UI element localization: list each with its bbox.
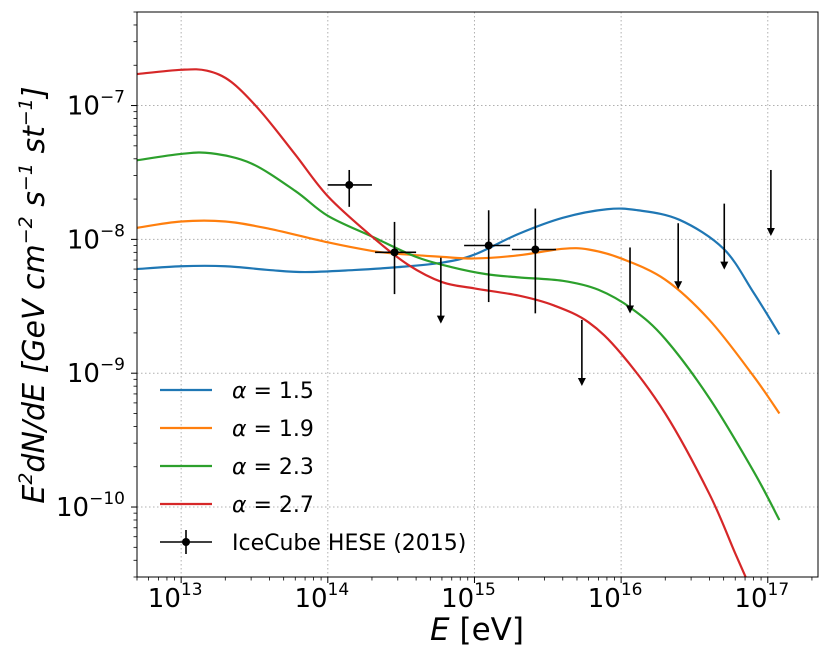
y-tick-label-exp-1: −8 bbox=[100, 221, 125, 241]
y-tick-label-base-2: 10 bbox=[67, 359, 100, 389]
series-line-3 bbox=[137, 151, 781, 521]
y-tick-label-3: 10−10 bbox=[56, 489, 125, 523]
plot-frame bbox=[136, 11, 819, 578]
y-tick-label-base-1: 10 bbox=[67, 225, 100, 255]
legend-label-3: α = 2.3 bbox=[232, 455, 314, 480]
y-label-cm-exp: −2 bbox=[15, 216, 37, 244]
data-marker-3 bbox=[484, 241, 493, 250]
upper-limit-arrowhead-4 bbox=[674, 281, 683, 290]
data-marker-4 bbox=[531, 245, 540, 254]
upper-limit-5 bbox=[720, 203, 729, 270]
icecube-point-3 bbox=[464, 210, 511, 303]
upper-limit-arrowhead-6 bbox=[766, 227, 775, 236]
legend-label-value-2: = 1.9 bbox=[247, 417, 314, 442]
upper-limit-3 bbox=[626, 247, 635, 314]
x-tick-label-exp-3: 16 bbox=[621, 580, 643, 600]
y-label-mid: dN/dE [GeV cm bbox=[17, 244, 52, 472]
y-label-st-exp: −1 bbox=[15, 98, 37, 126]
y-label-s-exp: −1 bbox=[15, 163, 37, 191]
icecube-data-layer bbox=[327, 169, 775, 386]
y-label-base: E bbox=[17, 485, 52, 504]
y-tick-label-0: 10−7 bbox=[67, 88, 125, 122]
upper-limit-arrowhead-3 bbox=[626, 305, 635, 314]
legend-label-symbol-3: α bbox=[232, 455, 247, 480]
icecube-point-4 bbox=[511, 208, 557, 314]
x-tick-label-3: 1016 bbox=[588, 580, 643, 614]
legend-label-symbol-1: α bbox=[232, 379, 247, 404]
y-tick-label-base-3: 10 bbox=[56, 493, 89, 523]
icecube-point-2 bbox=[375, 221, 417, 295]
y-axis-label: E2dN/dE [GeV cm−2 s−1 st−1] bbox=[15, 86, 52, 503]
x-tick-label-exp-0: 13 bbox=[181, 580, 203, 600]
x-tick-label-base-0: 10 bbox=[148, 584, 181, 614]
data-marker-2 bbox=[390, 248, 399, 257]
data-marker-1 bbox=[345, 180, 354, 189]
icecube-point-1 bbox=[327, 169, 372, 207]
y-tick-label-2: 10−9 bbox=[67, 355, 125, 389]
legend-label-symbol-4: α bbox=[232, 493, 247, 518]
y-tick-label-exp-2: −9 bbox=[100, 355, 125, 375]
legend-label-data: IceCube HESE (2015) bbox=[232, 531, 466, 556]
x-tick-label-exp-2: 15 bbox=[474, 580, 496, 600]
x-tick-label-base-3: 10 bbox=[588, 584, 621, 614]
legend-label-4: α = 2.7 bbox=[232, 493, 314, 518]
series-line-4 bbox=[137, 68, 747, 577]
y-tick-label-base-0: 10 bbox=[67, 92, 100, 122]
y-tick-label-exp-3: −10 bbox=[89, 489, 125, 509]
upper-limit-2 bbox=[577, 319, 586, 386]
x-tick-label-exp-4: 17 bbox=[768, 580, 790, 600]
legend-label-value-1: = 1.5 bbox=[247, 379, 314, 404]
grid-lines bbox=[137, 12, 818, 577]
upper-limit-6 bbox=[766, 169, 775, 236]
x-tick-label-1: 1014 bbox=[294, 580, 349, 614]
y-tick-label-1: 10−8 bbox=[67, 221, 125, 255]
x-tick-label-0: 1013 bbox=[148, 580, 203, 614]
x-tick-label-base-4: 10 bbox=[734, 584, 767, 614]
legend-label-2: α = 1.9 bbox=[232, 417, 314, 442]
series-line-1 bbox=[137, 207, 781, 335]
x-axis-label-unit: [eV] bbox=[450, 612, 524, 648]
x-tick-label-base-1: 10 bbox=[294, 584, 327, 614]
y-label-s: s bbox=[17, 191, 52, 216]
legend-data-marker bbox=[182, 538, 190, 546]
legend-label-1: α = 1.5 bbox=[232, 379, 314, 404]
y-label-close: ] bbox=[17, 86, 52, 100]
x-tick-label-exp-1: 14 bbox=[328, 580, 350, 600]
x-tick-label-2: 1015 bbox=[441, 580, 496, 614]
legend-label-value-3: = 2.3 bbox=[247, 455, 314, 480]
y-label-base-exp: 2 bbox=[15, 473, 37, 485]
series-line-2 bbox=[137, 219, 781, 415]
y-tick-label-exp-0: −7 bbox=[100, 88, 125, 108]
x-tick-label-base-2: 10 bbox=[441, 584, 474, 614]
upper-limit-arrowhead-1 bbox=[436, 315, 445, 324]
upper-limit-4 bbox=[674, 223, 683, 290]
series-layer bbox=[137, 68, 781, 577]
x-tick-label-4: 1017 bbox=[734, 580, 789, 614]
legend-label-value-4: = 2.7 bbox=[247, 493, 314, 518]
legend-label-symbol-2: α bbox=[232, 417, 247, 442]
upper-limit-arrowhead-2 bbox=[577, 377, 586, 386]
y-label-st: st bbox=[17, 125, 52, 163]
x-axis-label: E [eV] bbox=[430, 612, 524, 648]
x-axis-label-symbol: E bbox=[430, 612, 450, 648]
upper-limit-arrowhead-5 bbox=[720, 261, 729, 270]
upper-limit-1 bbox=[436, 257, 445, 324]
